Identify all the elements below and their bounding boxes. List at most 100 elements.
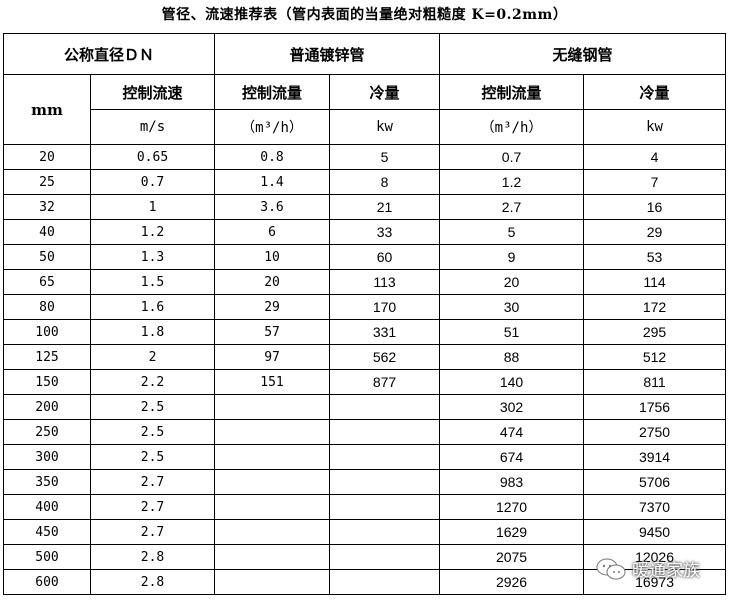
cell-galv-flow: 3.6 — [214, 194, 331, 220]
cell-seamless-flow: 20 — [439, 269, 585, 295]
cell-galv-flow: 97 — [214, 344, 331, 370]
header-galvanized-pipe: 普通镀锌管 — [214, 33, 441, 75]
cell-seamless-flow: 983 — [439, 469, 585, 495]
cell-galv-flow — [214, 394, 331, 420]
cell-galv-flow — [214, 444, 331, 470]
cell-galv-flow — [214, 469, 331, 495]
cell-galv-flow — [214, 519, 331, 545]
cell-seamless-kw: 2750 — [583, 419, 727, 445]
cell-seamless-kw: 16 — [583, 194, 727, 220]
cell-seamless-flow: 51 — [439, 319, 585, 345]
cell-galv-flow — [214, 419, 331, 445]
table-row: 65 1.5 20 113 20 114 — [3, 269, 727, 295]
cell-seamless-flow: 140 — [439, 369, 585, 395]
table-row: 125 2 97 562 88 512 — [3, 344, 727, 370]
cell-galv-kw — [329, 394, 441, 420]
table-row: 200 2.5 302 1756 — [3, 394, 727, 420]
cell-seamless-kw: 3914 — [583, 444, 727, 470]
watermark-text: 暖通家族 — [632, 561, 700, 581]
header-control-speed: 控制流速 — [89, 74, 216, 110]
cell-dn: 25 — [3, 169, 91, 195]
table-row: 25 0.7 1.4 8 1.2 7 — [3, 169, 727, 195]
header-galv-cooling: 冷量 — [329, 74, 441, 110]
cell-control-speed: 2.7 — [89, 519, 216, 545]
cell-seamless-flow: 2.7 — [439, 194, 585, 220]
cell-galv-flow — [214, 569, 331, 595]
cell-galv-flow: 6 — [214, 219, 331, 245]
table-row: 20 0.65 0.8 5 0.7 4 — [3, 144, 727, 170]
cell-seamless-flow: 302 — [439, 394, 585, 420]
cell-galv-kw: 5 — [329, 144, 441, 170]
cell-galv-flow: 0.8 — [214, 144, 331, 170]
table-row: 40 1.2 6 33 5 29 — [3, 219, 727, 245]
unit-speed: m/s — [89, 109, 216, 145]
table-title: 管径、流速推荐表（管内表面的当量绝对粗糙度 K=0.2mm） — [161, 7, 568, 23]
cell-seamless-flow: 1629 — [439, 519, 585, 545]
cell-galv-kw: 877 — [329, 369, 441, 395]
cell-seamless-kw: 5706 — [583, 469, 727, 495]
cell-seamless-flow: 1270 — [439, 494, 585, 520]
unit-galv-flow: （m³/h） — [214, 109, 331, 145]
table-row: 150 2.2 151 877 140 811 — [3, 369, 727, 395]
cell-control-speed: 2.2 — [89, 369, 216, 395]
cell-galv-kw: 33 — [329, 219, 441, 245]
header-seamless-control-flow: 控制流量 — [439, 74, 585, 110]
cell-control-speed: 2.5 — [89, 419, 216, 445]
cell-dn: 20 — [3, 144, 91, 170]
cell-control-speed: 2.5 — [89, 444, 216, 470]
cell-dn: 150 — [3, 369, 91, 395]
cell-galv-kw — [329, 544, 441, 570]
cell-seamless-flow: 30 — [439, 294, 585, 320]
cell-seamless-kw: 7 — [583, 169, 727, 195]
table-row: 600 2.8 2926 16973 — [3, 569, 727, 595]
wechat-chat-icon — [596, 558, 626, 579]
cell-galv-kw — [329, 569, 441, 595]
cell-seamless-kw: 7370 — [583, 494, 727, 520]
cell-dn: 32 — [3, 194, 91, 220]
cell-seamless-kw: 9450 — [583, 519, 727, 545]
cell-control-speed: 2.8 — [89, 569, 216, 595]
unit-seamless-kw: kw — [583, 109, 727, 145]
cell-galv-flow: 10 — [214, 244, 331, 270]
cell-galv-kw: 8 — [329, 169, 441, 195]
cell-control-speed: 2.7 — [89, 469, 216, 495]
cell-seamless-flow: 2075 — [439, 544, 585, 570]
unit-seamless-flow: （m³/h） — [439, 109, 585, 145]
cell-galv-kw: 60 — [329, 244, 441, 270]
cell-seamless-kw: 4 — [583, 144, 727, 170]
cell-seamless-flow: 674 — [439, 444, 585, 470]
cell-dn: 50 — [3, 244, 91, 270]
cell-control-speed: 1.6 — [89, 294, 216, 320]
cell-seamless-flow: 0.7 — [439, 144, 585, 170]
cell-control-speed: 2.7 — [89, 494, 216, 520]
cell-dn: 300 — [3, 444, 91, 470]
table-row: 450 2.7 1629 9450 — [3, 519, 727, 545]
table-row: 50 1.3 10 60 9 53 — [3, 244, 727, 270]
header-mm: mm — [3, 74, 91, 145]
cell-galv-flow — [214, 544, 331, 570]
cell-seamless-flow: 5 — [439, 219, 585, 245]
cell-dn: 200 — [3, 394, 91, 420]
cell-seamless-kw: 295 — [583, 319, 727, 345]
cell-seamless-flow: 2926 — [439, 569, 585, 595]
cell-dn: 350 — [3, 469, 91, 495]
cell-galv-flow: 151 — [214, 369, 331, 395]
cell-galv-kw: 562 — [329, 344, 441, 370]
unit-galv-kw: kw — [329, 109, 441, 145]
header-galv-control-flow: 控制流量 — [214, 74, 331, 110]
cell-galv-kw: 170 — [329, 294, 441, 320]
cell-dn: 80 — [3, 294, 91, 320]
cell-seamless-flow: 1.2 — [439, 169, 585, 195]
cell-dn: 600 — [3, 569, 91, 595]
cell-galv-flow: 1.4 — [214, 169, 331, 195]
cell-galv-flow: 29 — [214, 294, 331, 320]
cell-control-speed: 0.65 — [89, 144, 216, 170]
cell-control-speed: 2.8 — [89, 544, 216, 570]
watermark: 暖通家族 — [596, 556, 700, 581]
cell-control-speed: 1.3 — [89, 244, 216, 270]
cell-control-speed: 0.7 — [89, 169, 216, 195]
cell-galv-flow — [214, 494, 331, 520]
cell-dn: 400 — [3, 494, 91, 520]
cell-seamless-kw: 53 — [583, 244, 727, 270]
cell-control-speed: 1.5 — [89, 269, 216, 295]
